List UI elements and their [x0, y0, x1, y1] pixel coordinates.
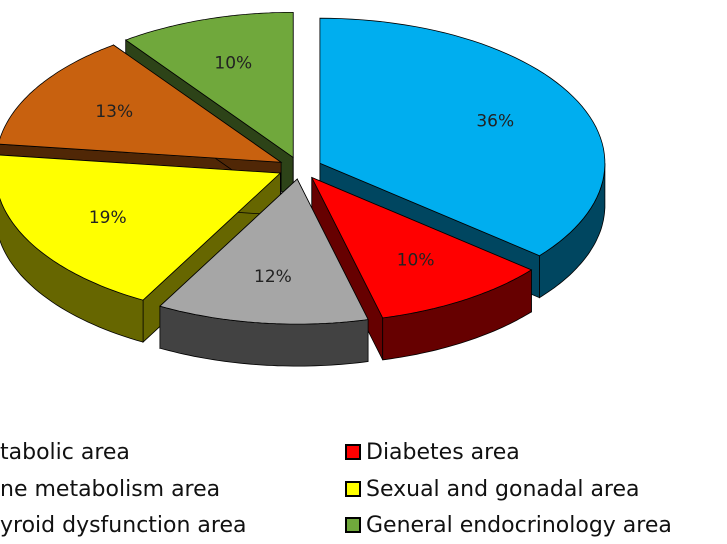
slice — [124, 11, 294, 159]
data-label: 12% — [254, 267, 292, 287]
legend-label: Diabetes area — [366, 440, 520, 465]
data-label: 36% — [476, 111, 514, 131]
slice — [0, 154, 282, 301]
legend-label: Sexual and gonadal area — [366, 477, 640, 502]
data-label: 10% — [397, 251, 435, 271]
data-label: 19% — [89, 208, 127, 228]
legend-swatch — [345, 481, 361, 497]
slice — [319, 17, 606, 257]
legend-swatch — [345, 517, 361, 533]
slice — [0, 44, 283, 163]
legend-swatch — [345, 444, 361, 460]
legend-label: ne metabolism area — [0, 477, 220, 502]
legend-label: tabolic area — [0, 440, 130, 465]
slice — [159, 178, 369, 325]
legend-label: yroid dysfunction area — [0, 513, 246, 538]
legend-label: General endocrinology area — [366, 513, 672, 538]
data-label: 10% — [214, 54, 252, 74]
data-label: 13% — [95, 102, 133, 122]
slice — [310, 176, 533, 319]
